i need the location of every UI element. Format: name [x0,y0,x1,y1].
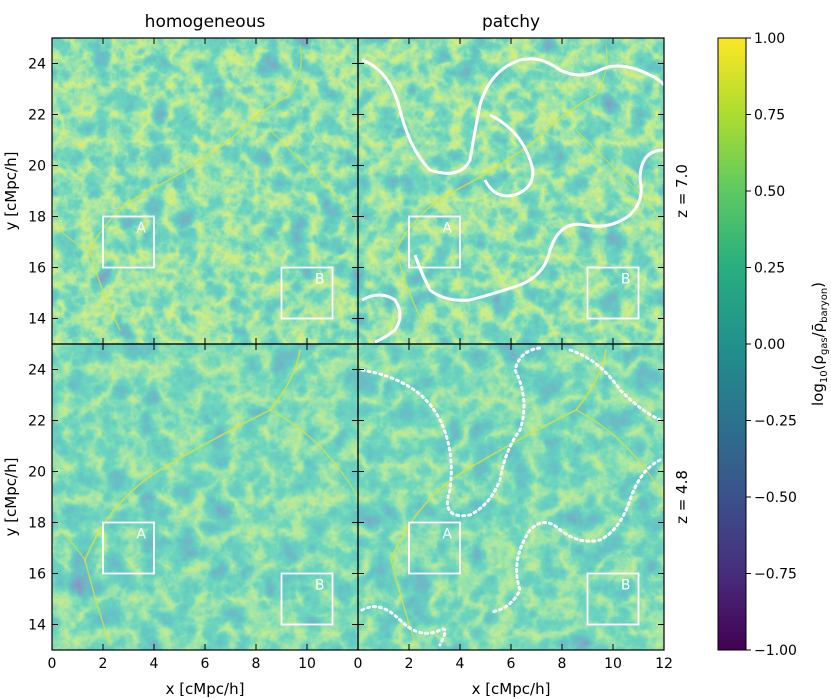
y-tick-label: 24 [28,363,46,379]
filaments [59,44,664,646]
x-tick-label: 2 [99,656,108,672]
region-label-a: A [136,527,146,543]
colorbar-tick-label: −0.50 [754,490,797,506]
x-tick-label: 4 [456,656,465,672]
contour-dotted [488,458,662,614]
region-label-a: A [442,527,452,543]
region-boxes: A B A B A B A B [102,215,640,626]
filament [89,249,121,331]
colorbar-tick-label: 0.50 [754,184,785,200]
filament [59,529,86,561]
contour-dotted [568,348,662,422]
colorbar-tick-label: 0.75 [754,108,785,124]
region-box-b [586,266,640,320]
region-box-a [102,215,155,269]
contour-solid [361,293,402,344]
x-tick-label: 0 [48,656,57,672]
region-box-b [280,572,334,626]
region-label-b: B [621,578,631,594]
region-box-a [408,521,461,575]
y-tick-label: 24 [28,57,46,73]
colorbar-tick-label: −1.00 [754,643,797,659]
x-tick-label: 8 [252,656,261,672]
contour-solid [413,148,664,302]
y-tick-label: 18 [28,516,46,532]
colorbar-gradient [717,37,747,651]
filament [269,129,357,231]
contour-dotted [360,346,542,518]
filament [84,559,111,646]
y-tick-label: 20 [28,465,46,481]
column-title-patchy: patchy [482,12,540,32]
region-label-b: B [315,578,325,594]
ionization-front-z7 [361,57,664,344]
column-title-homogeneous: homogeneous [145,12,266,32]
x-tick-label: 10 [604,656,622,672]
colorbar-tick-label: 0.25 [754,261,785,277]
row-label-z48: z = 4.8 [673,470,691,524]
region-label-b: B [315,272,325,288]
y-tick-label: 20 [28,159,46,175]
ionization-front-z48 [360,346,662,647]
filament [595,44,608,96]
x-tick-label: 0 [354,656,363,672]
region-label-a: A [136,221,146,237]
filament [289,44,302,96]
x-tick-label: 4 [150,656,159,672]
filament [269,409,358,511]
colorbar: −1.00 −0.75 −0.50 −0.25 0.00 0.25 0.50 0.75 1.00… [717,31,830,659]
filament [59,229,91,251]
x-tick-label: 6 [507,656,516,672]
colorbar-ticks: −1.00 −0.75 −0.50 −0.25 0.00 0.25 0.50 0.75 1.00 [746,31,797,659]
region-box-a [408,215,461,269]
y-tick-label: 16 [28,261,46,277]
region-label-a: A [442,221,452,237]
x-tick-label: 8 [558,656,567,672]
y-tick-label: 22 [28,108,46,124]
panel-homogeneous-z48 [52,344,358,650]
xlabel-right: x [cMpc/h] [472,680,551,698]
y-tick-label: 14 [28,618,46,634]
ylabel-bottom: y [cMpc/h] [2,458,20,537]
row-label-z7: z = 7.0 [673,164,691,218]
colorbar-tick-label: −0.75 [754,567,797,583]
panel-homogeneous-z7 [52,38,358,344]
y-tick-label: 18 [28,210,46,226]
y-tick-label: 16 [28,567,46,583]
contour-solid [361,57,664,175]
y-tick-label: 22 [28,414,46,430]
x-tick-label: 6 [201,656,210,672]
filament [390,559,417,646]
density-panels [52,38,664,650]
filament [575,129,662,231]
colorbar-label: log10(ρgas/ρ̄baryon) [809,282,830,406]
contour-solid [483,113,535,198]
filament [84,349,301,561]
x-tick-label: 10 [298,656,316,672]
colorbar-tick-label: −0.25 [754,414,797,430]
region-box-b [280,266,334,320]
ylabel-top: y [cMpc/h] [2,152,20,231]
panel-patchy-z48 [358,344,664,650]
x-tick-label: 12 [655,656,673,672]
colorbar-tick-label: 0.00 [754,337,785,353]
panel-patchy-z7 [358,38,664,344]
filament [395,249,427,331]
xlabel-left: x [cMpc/h] [166,680,245,698]
colorbar-tick-label: 1.00 [754,31,785,47]
y-tick-label: 14 [28,312,46,328]
filament [390,349,607,561]
region-box-a [102,521,155,575]
region-box-b [586,572,640,626]
contour-dotted [360,605,447,647]
x-tick-label: 2 [405,656,414,672]
region-label-b: B [621,272,631,288]
